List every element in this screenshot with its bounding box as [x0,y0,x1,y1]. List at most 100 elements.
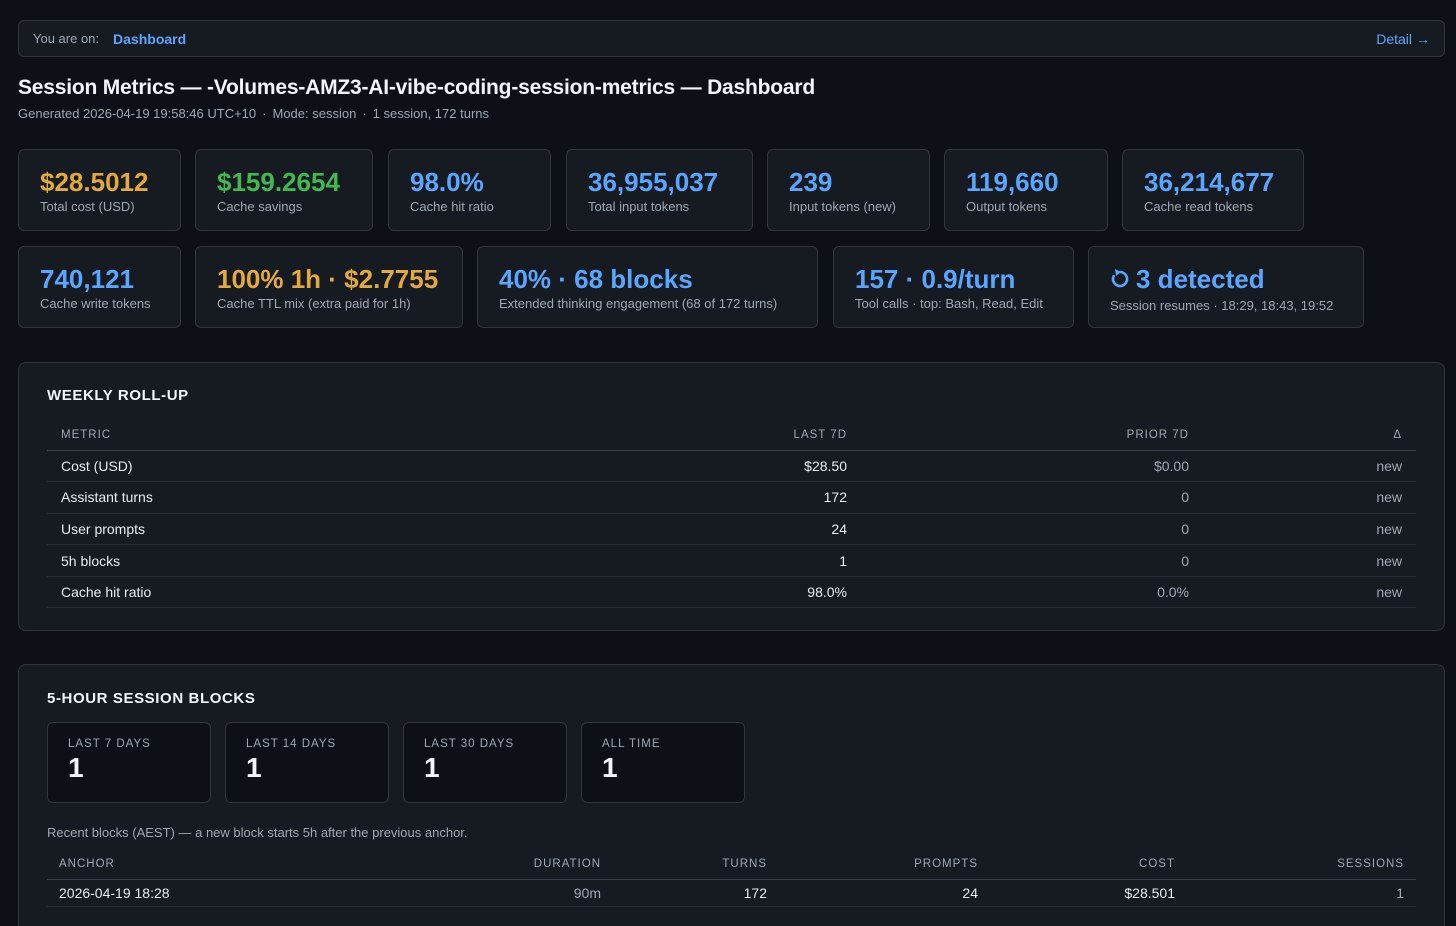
separator: · [262,106,267,121]
kpi-session-resumes: 3 detected Session resumes · 18:29, 18:4… [1088,246,1364,328]
block-count-value: 1 [68,752,84,783]
kpi-label: Cache write tokens [40,296,151,311]
kpi-value: 3 detected [1136,264,1265,294]
kpi-extended-thinking: 40% · 68 blocks Extended thinking engage… [477,246,818,328]
session-summary: 1 session, 172 turns [372,106,490,121]
table-row: Cache hit ratio 98.0% 0.0% new [47,576,1416,609]
block-count-value: 1 [602,752,618,783]
kpi-label: Cache TTL mix (extra paid for 1h) [217,296,411,311]
kpi-cache-savings: $159.2654 Cache savings [195,149,373,231]
kpi-cache-read-tokens: 36,214,677 Cache read tokens [1122,149,1304,231]
kpi-label: Cache hit ratio [410,199,494,214]
block-count-label: Last 7 days [68,738,151,750]
block-count-value: 1 [246,752,262,783]
block-count-label: Last 30 days [424,738,515,750]
kpi-value: 740,121 [40,264,134,294]
kpi-total-input-tokens: 36,955,037 Total input tokens [566,149,753,231]
cell: 90m [387,879,615,907]
table-row: 5h blocks 1 0 new [47,544,1416,577]
cell: 172 [447,481,861,514]
mode-text: Mode: session [272,106,357,121]
breadcrumb-current: Dashboard [113,30,187,47]
weekly-rollup-panel: WEEKLY ROLL-UP Metric Last 7d Prior 7d Δ… [18,362,1445,631]
column-header: Cost [992,849,1189,880]
cell: new [1203,513,1416,546]
kpi-value: 157 · 0.9/turn [855,264,1016,294]
column-header: Duration [387,849,615,880]
column-header: Δ [1203,420,1416,451]
table-header-row: Metric Last 7d Prior 7d Δ [47,420,1416,451]
block-count-7d: Last 7 days 1 [47,722,211,803]
kpi-cache-write-tokens: 740,121 Cache write tokens [18,246,181,328]
kpi-value: $159.2654 [217,167,340,197]
kpi-value: $28.5012 [40,167,149,197]
cell: 98.0% [447,576,861,609]
block-count-label: All time [602,738,661,750]
table-row: 2026-04-19 18:28 90m 172 24 $28.501 1 [47,879,1416,907]
cell: 5h blocks [47,544,447,577]
breadcrumb-bar: You are on: Dashboard Detail → [18,20,1445,57]
kpi-cache-hit-ratio: 98.0% Cache hit ratio [388,149,551,231]
recent-blocks-table: Anchor Duration Turns Prompts Cost Sessi… [47,849,1416,907]
cell: Assistant turns [47,481,447,514]
cell: 1 [1189,879,1416,907]
kpi-total-cost: $28.5012 Total cost (USD) [18,149,181,231]
table-row: Cost (USD) $28.50 $0.00 new [47,450,1416,483]
cell: new [1203,544,1416,577]
table-header-row: Anchor Duration Turns Prompts Cost Sessi… [47,849,1416,880]
kpi-label: Output tokens [966,199,1047,214]
kpi-value: 100% 1h · $2.7755 [217,264,439,294]
kpi-value: 36,214,677 [1144,167,1275,197]
session-blocks-panel: 5-HOUR SESSION BLOCKS Last 7 days 1 Last… [18,664,1445,926]
cell: 24 [781,879,992,907]
table-row: User prompts 24 0 new [47,513,1416,546]
kpi-input-tokens-new: 239 Input tokens (new) [767,149,930,231]
detail-link[interactable]: Detail → [1376,31,1430,47]
blocks-note: Recent blocks (AEST) — a new block start… [47,825,468,840]
cell: 0 [861,513,1203,546]
cell: new [1203,450,1416,483]
cell: $0.00 [861,450,1203,483]
block-count-30d: Last 30 days 1 [403,722,567,803]
cell: User prompts [47,513,447,546]
cell: 24 [447,513,861,546]
cell: $28.50 [447,450,861,483]
cell: 0 [861,544,1203,577]
column-header: Anchor [47,849,387,880]
column-header: Last 7d [447,420,861,451]
breadcrumb-prefix: You are on: [33,31,100,46]
kpi-output-tokens: 119,660 Output tokens [944,149,1108,231]
column-header: Turns [615,849,781,880]
breadcrumb: You are on: Dashboard [33,31,186,47]
kpi-label: Extended thinking engagement (68 of 172 … [499,296,778,311]
cell: 0.0% [861,576,1203,609]
block-count-14d: Last 14 days 1 [225,722,389,803]
cell: new [1203,481,1416,514]
kpi-value: 119,660 [966,167,1059,197]
cell: new [1203,576,1416,609]
kpi-value: 40% · 68 blocks [499,264,693,294]
column-header: Metric [47,420,447,451]
kpi-tool-calls: 157 · 0.9/turn Tool calls · top: Bash, R… [833,246,1074,328]
cell: 172 [615,879,781,907]
column-header: Prior 7d [861,420,1203,451]
kpi-label: Total input tokens [588,199,690,214]
detail-link-label: Detail [1376,30,1412,47]
page-subtitle: Generated 2026-04-19 19:58:46 UTC+10 · Mod… [18,106,489,121]
kpi-label: Cache savings [217,199,303,214]
kpi-label: Session resumes · 18:29, 18:43, 19:52 [1110,298,1334,313]
cell: 0 [861,481,1203,514]
cell: 2026-04-19 18:28 [47,879,387,907]
generated-timestamp: Generated 2026-04-19 19:58:46 UTC+10 [18,106,257,121]
kpi-value: 98.0% [410,167,484,197]
kpi-label: Tool calls · top: Bash, Read, Edit [855,296,1043,311]
kpi-label: Total cost (USD) [40,199,135,214]
cell: Cache hit ratio [47,576,447,609]
refresh-icon [1110,265,1130,297]
column-header: Sessions [1189,849,1416,880]
arrow-right-icon: → [1416,30,1430,47]
block-count-label: Last 14 days [246,738,337,750]
kpi-cache-ttl-mix: 100% 1h · $2.7755 Cache TTL mix (extra p… [195,246,463,328]
kpi-value: 239 [789,167,833,197]
session-blocks-title: 5-HOUR SESSION BLOCKS [47,690,256,707]
